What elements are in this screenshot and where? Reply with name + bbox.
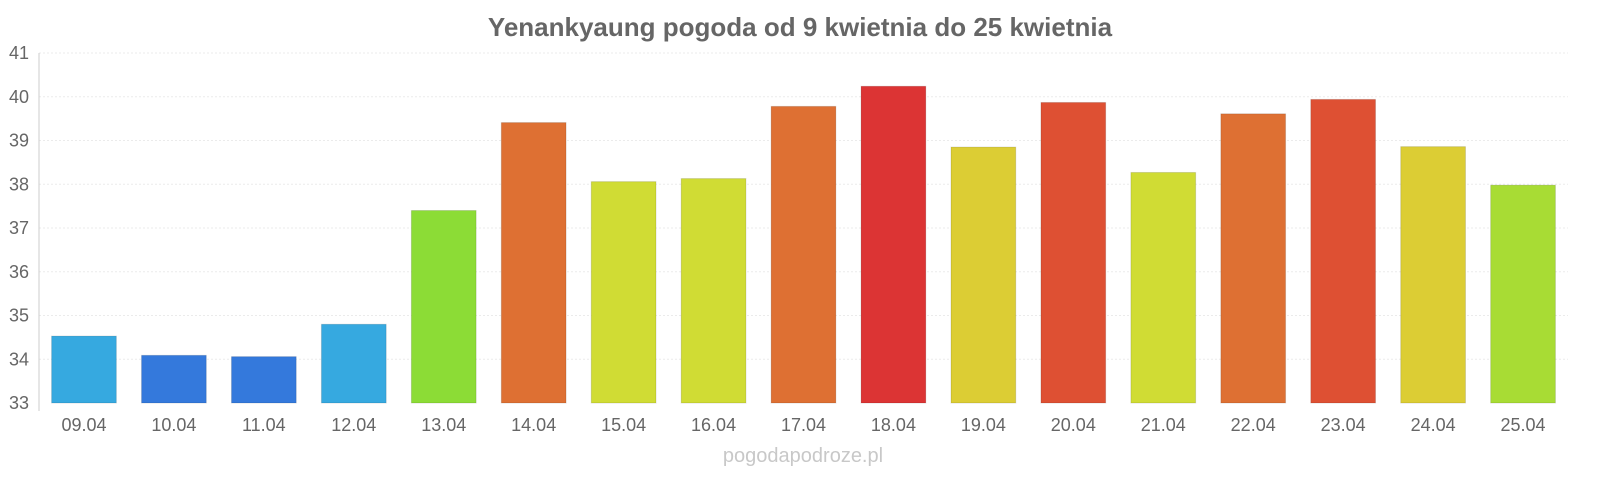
x-tick-label: 17.04 — [781, 415, 826, 435]
x-tick-label: 13.04 — [421, 415, 466, 435]
y-tick-label: 33 — [9, 393, 29, 413]
bar-25-04 — [1490, 184, 1556, 404]
y-tick-label: 41 — [9, 43, 29, 63]
x-tick-label: 21.04 — [1141, 415, 1186, 435]
bar-13-04 — [410, 210, 477, 404]
bar-23-04 — [1310, 98, 1377, 404]
y-tick-label: 37 — [9, 218, 29, 238]
x-tick-label: 18.04 — [871, 415, 916, 435]
chart-title: Yenankyaung pogoda od 9 kwietnia do 25 k… — [488, 12, 1113, 42]
bar-19-04 — [950, 146, 1017, 404]
x-tick-label: 09.04 — [61, 415, 106, 435]
x-tick-label: 25.04 — [1501, 415, 1546, 435]
bar-20-04 — [1040, 101, 1107, 404]
watermark: pogodapodroze.pl — [723, 445, 883, 467]
bar-24-04 — [1400, 146, 1466, 404]
bar-10-04 — [141, 354, 207, 404]
bar-12-04 — [320, 323, 387, 404]
x-tick-label: 24.04 — [1411, 415, 1456, 435]
y-tick-label: 39 — [9, 131, 29, 151]
x-tick-label: 16.04 — [691, 415, 736, 435]
bar-22-04 — [1220, 113, 1287, 404]
x-tick-label: 19.04 — [961, 415, 1006, 435]
x-axis: 09.04 10.04 11.04 12.04 13.04 14.04 15.04 16.04… — [61, 415, 1545, 435]
x-tick-label: 11.04 — [242, 415, 286, 435]
bar-14-04 — [500, 122, 567, 404]
y-tick-label: 34 — [9, 349, 29, 369]
bar-09-04 — [51, 335, 117, 404]
x-tick-label: 15.04 — [601, 415, 646, 435]
bar-16-04 — [680, 178, 747, 404]
x-tick-label: 22.04 — [1231, 415, 1276, 435]
bars — [51, 85, 1556, 404]
bar-18-04 — [860, 85, 927, 404]
x-tick-label: 14.04 — [511, 415, 556, 435]
y-axis: 33 34 35 36 37 38 39 40 41 — [9, 43, 40, 413]
x-tick-label: 10.04 — [151, 415, 196, 435]
y-tick-label: 38 — [9, 174, 29, 194]
bar-17-04 — [770, 105, 837, 404]
x-tick-label: 20.04 — [1051, 415, 1096, 435]
bar-15-04 — [590, 181, 657, 404]
bar-11-04 — [230, 356, 297, 404]
x-tick-label: 23.04 — [1321, 415, 1366, 435]
y-tick-label: 35 — [9, 306, 29, 326]
y-tick-label: 40 — [9, 87, 29, 107]
x-tick-label: 12.04 — [331, 415, 376, 435]
y-tick-label: 36 — [9, 262, 29, 282]
bar-21-04 — [1130, 171, 1197, 404]
